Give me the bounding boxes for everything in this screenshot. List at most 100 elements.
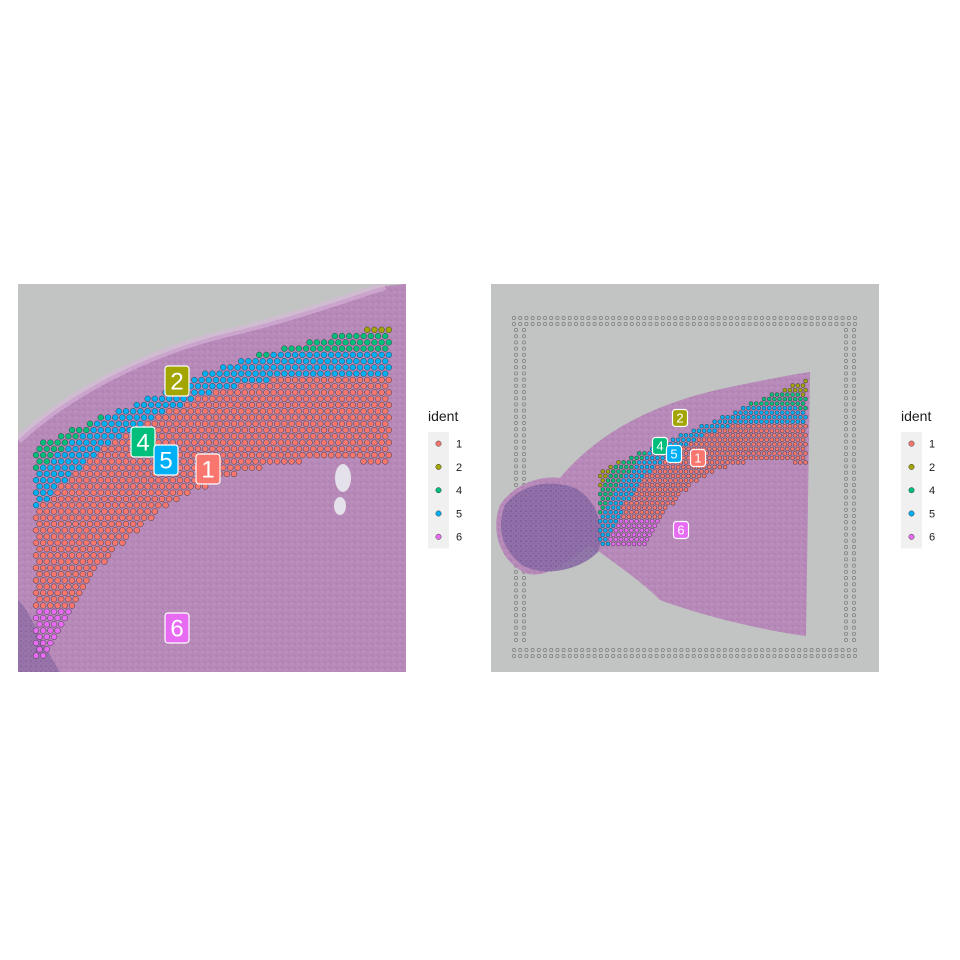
spot-cluster-1 bbox=[90, 502, 97, 509]
fiducial-dot bbox=[522, 402, 526, 407]
fiducial-dot bbox=[834, 654, 839, 658]
spot-cluster-1 bbox=[140, 489, 148, 496]
spot-cluster-5 bbox=[47, 477, 54, 484]
spot-cluster-4 bbox=[608, 473, 613, 479]
spot-cluster-1 bbox=[782, 423, 788, 429]
fiducial-dot bbox=[815, 316, 820, 320]
spot-cluster-4 bbox=[306, 339, 313, 346]
spot-cluster-1 bbox=[629, 500, 634, 506]
spot-cluster-5 bbox=[119, 426, 126, 434]
spot-cluster-4 bbox=[360, 332, 367, 340]
spot-cluster-1 bbox=[310, 395, 317, 402]
fiducial-dot bbox=[636, 654, 640, 658]
spot-cluster-1 bbox=[245, 420, 252, 427]
spot-cluster-1 bbox=[299, 426, 306, 434]
fiducial-dot bbox=[592, 316, 597, 320]
spot-cluster-1 bbox=[740, 423, 746, 429]
spot-cluster-5 bbox=[675, 437, 681, 443]
spot-cluster-5 bbox=[725, 414, 730, 420]
spot-cluster-4 bbox=[626, 469, 632, 474]
fiducial-dot bbox=[852, 526, 856, 531]
spot-cluster-1 bbox=[133, 477, 140, 484]
spot-cluster-1 bbox=[36, 596, 43, 603]
spot-cluster-5 bbox=[649, 455, 655, 461]
fiducial-dot bbox=[685, 322, 690, 326]
fiducial-dot bbox=[660, 654, 665, 658]
spot-cluster-1 bbox=[626, 505, 632, 510]
fiducial-dot bbox=[522, 334, 526, 339]
spot-cluster-5 bbox=[707, 428, 712, 434]
spot-cluster-1 bbox=[68, 539, 76, 546]
fiducial-dot bbox=[846, 322, 851, 326]
spot-cluster-1 bbox=[169, 414, 176, 421]
spot-cluster-6 bbox=[616, 532, 621, 538]
fiducial-dot bbox=[555, 648, 560, 652]
spot-cluster-1 bbox=[748, 446, 754, 452]
fiducial-dot bbox=[522, 371, 526, 376]
spot-cluster-1 bbox=[746, 451, 751, 456]
spot-cluster-4 bbox=[761, 396, 767, 402]
spot-cluster-5 bbox=[782, 414, 788, 420]
spot-cluster-1 bbox=[761, 442, 767, 447]
spot-cluster-1 bbox=[119, 451, 126, 459]
spot-cluster-1 bbox=[779, 437, 785, 443]
legend-title: ident bbox=[428, 408, 458, 424]
spot-cluster-1 bbox=[342, 426, 349, 434]
spot-cluster-1 bbox=[184, 451, 191, 459]
spot-cluster-1 bbox=[787, 433, 793, 438]
spot-cluster-1 bbox=[133, 502, 140, 509]
spot-cluster-5 bbox=[241, 364, 248, 371]
spot-cluster-1 bbox=[764, 428, 769, 434]
spot-cluster-1 bbox=[642, 478, 647, 483]
spot-cluster-1 bbox=[753, 455, 759, 461]
spot-cluster-1 bbox=[61, 552, 68, 559]
legend-item-5: 5 bbox=[901, 501, 935, 526]
spot-cluster-1 bbox=[642, 496, 647, 501]
fiducial-dot bbox=[567, 648, 572, 652]
spot-cluster-1 bbox=[220, 401, 227, 409]
fiducial-dot bbox=[797, 316, 802, 320]
spot-cluster-1 bbox=[324, 433, 331, 440]
spot-cluster-1 bbox=[371, 451, 378, 459]
fiducial-dot bbox=[753, 316, 758, 320]
spot-cluster-1 bbox=[50, 545, 58, 553]
spot-cluster-1 bbox=[277, 389, 284, 396]
fiducial-dot bbox=[667, 316, 671, 320]
spot-cluster-5 bbox=[756, 405, 762, 411]
fiducial-dot bbox=[536, 648, 541, 652]
spot-cluster-5 bbox=[320, 351, 328, 359]
spot-cluster-5 bbox=[176, 401, 184, 409]
spot-cluster-5 bbox=[792, 405, 798, 411]
spot-cluster-1 bbox=[704, 442, 710, 447]
spot-cluster-4 bbox=[774, 392, 780, 397]
spot-cluster-1 bbox=[144, 483, 151, 490]
fiducial-dot bbox=[852, 551, 856, 556]
cluster-label-6: 6 bbox=[672, 520, 690, 540]
fiducial-dot bbox=[844, 551, 848, 556]
spot-cluster-1 bbox=[194, 395, 202, 402]
cluster-label-text: 1 bbox=[201, 457, 214, 484]
spot-cluster-1 bbox=[649, 491, 655, 497]
spot-cluster-1 bbox=[115, 520, 122, 528]
spot-cluster-1 bbox=[665, 482, 671, 488]
spot-cluster-4 bbox=[613, 473, 619, 479]
spot-cluster-4 bbox=[634, 455, 639, 461]
spot-cluster-2 bbox=[371, 326, 378, 333]
spot-cluster-1 bbox=[43, 558, 50, 565]
spot-cluster-1 bbox=[748, 455, 754, 461]
spot-cluster-5 bbox=[603, 518, 608, 524]
spot-cluster-5 bbox=[104, 439, 112, 446]
spot-cluster-1 bbox=[652, 487, 658, 492]
spot-cluster-1 bbox=[223, 395, 230, 402]
spot-cluster-1 bbox=[108, 483, 115, 490]
spot-cluster-4 bbox=[76, 426, 83, 434]
spot-cluster-1 bbox=[678, 478, 684, 483]
spot-cluster-1 bbox=[126, 502, 133, 509]
fiducial-dot bbox=[753, 648, 758, 652]
spot-cluster-1 bbox=[115, 495, 122, 503]
legend-label: 5 bbox=[929, 508, 935, 520]
spot-cluster-1 bbox=[761, 433, 767, 438]
spot-cluster-1 bbox=[54, 602, 61, 609]
legend-label: 2 bbox=[456, 462, 462, 474]
spot-cluster-5 bbox=[115, 433, 122, 440]
